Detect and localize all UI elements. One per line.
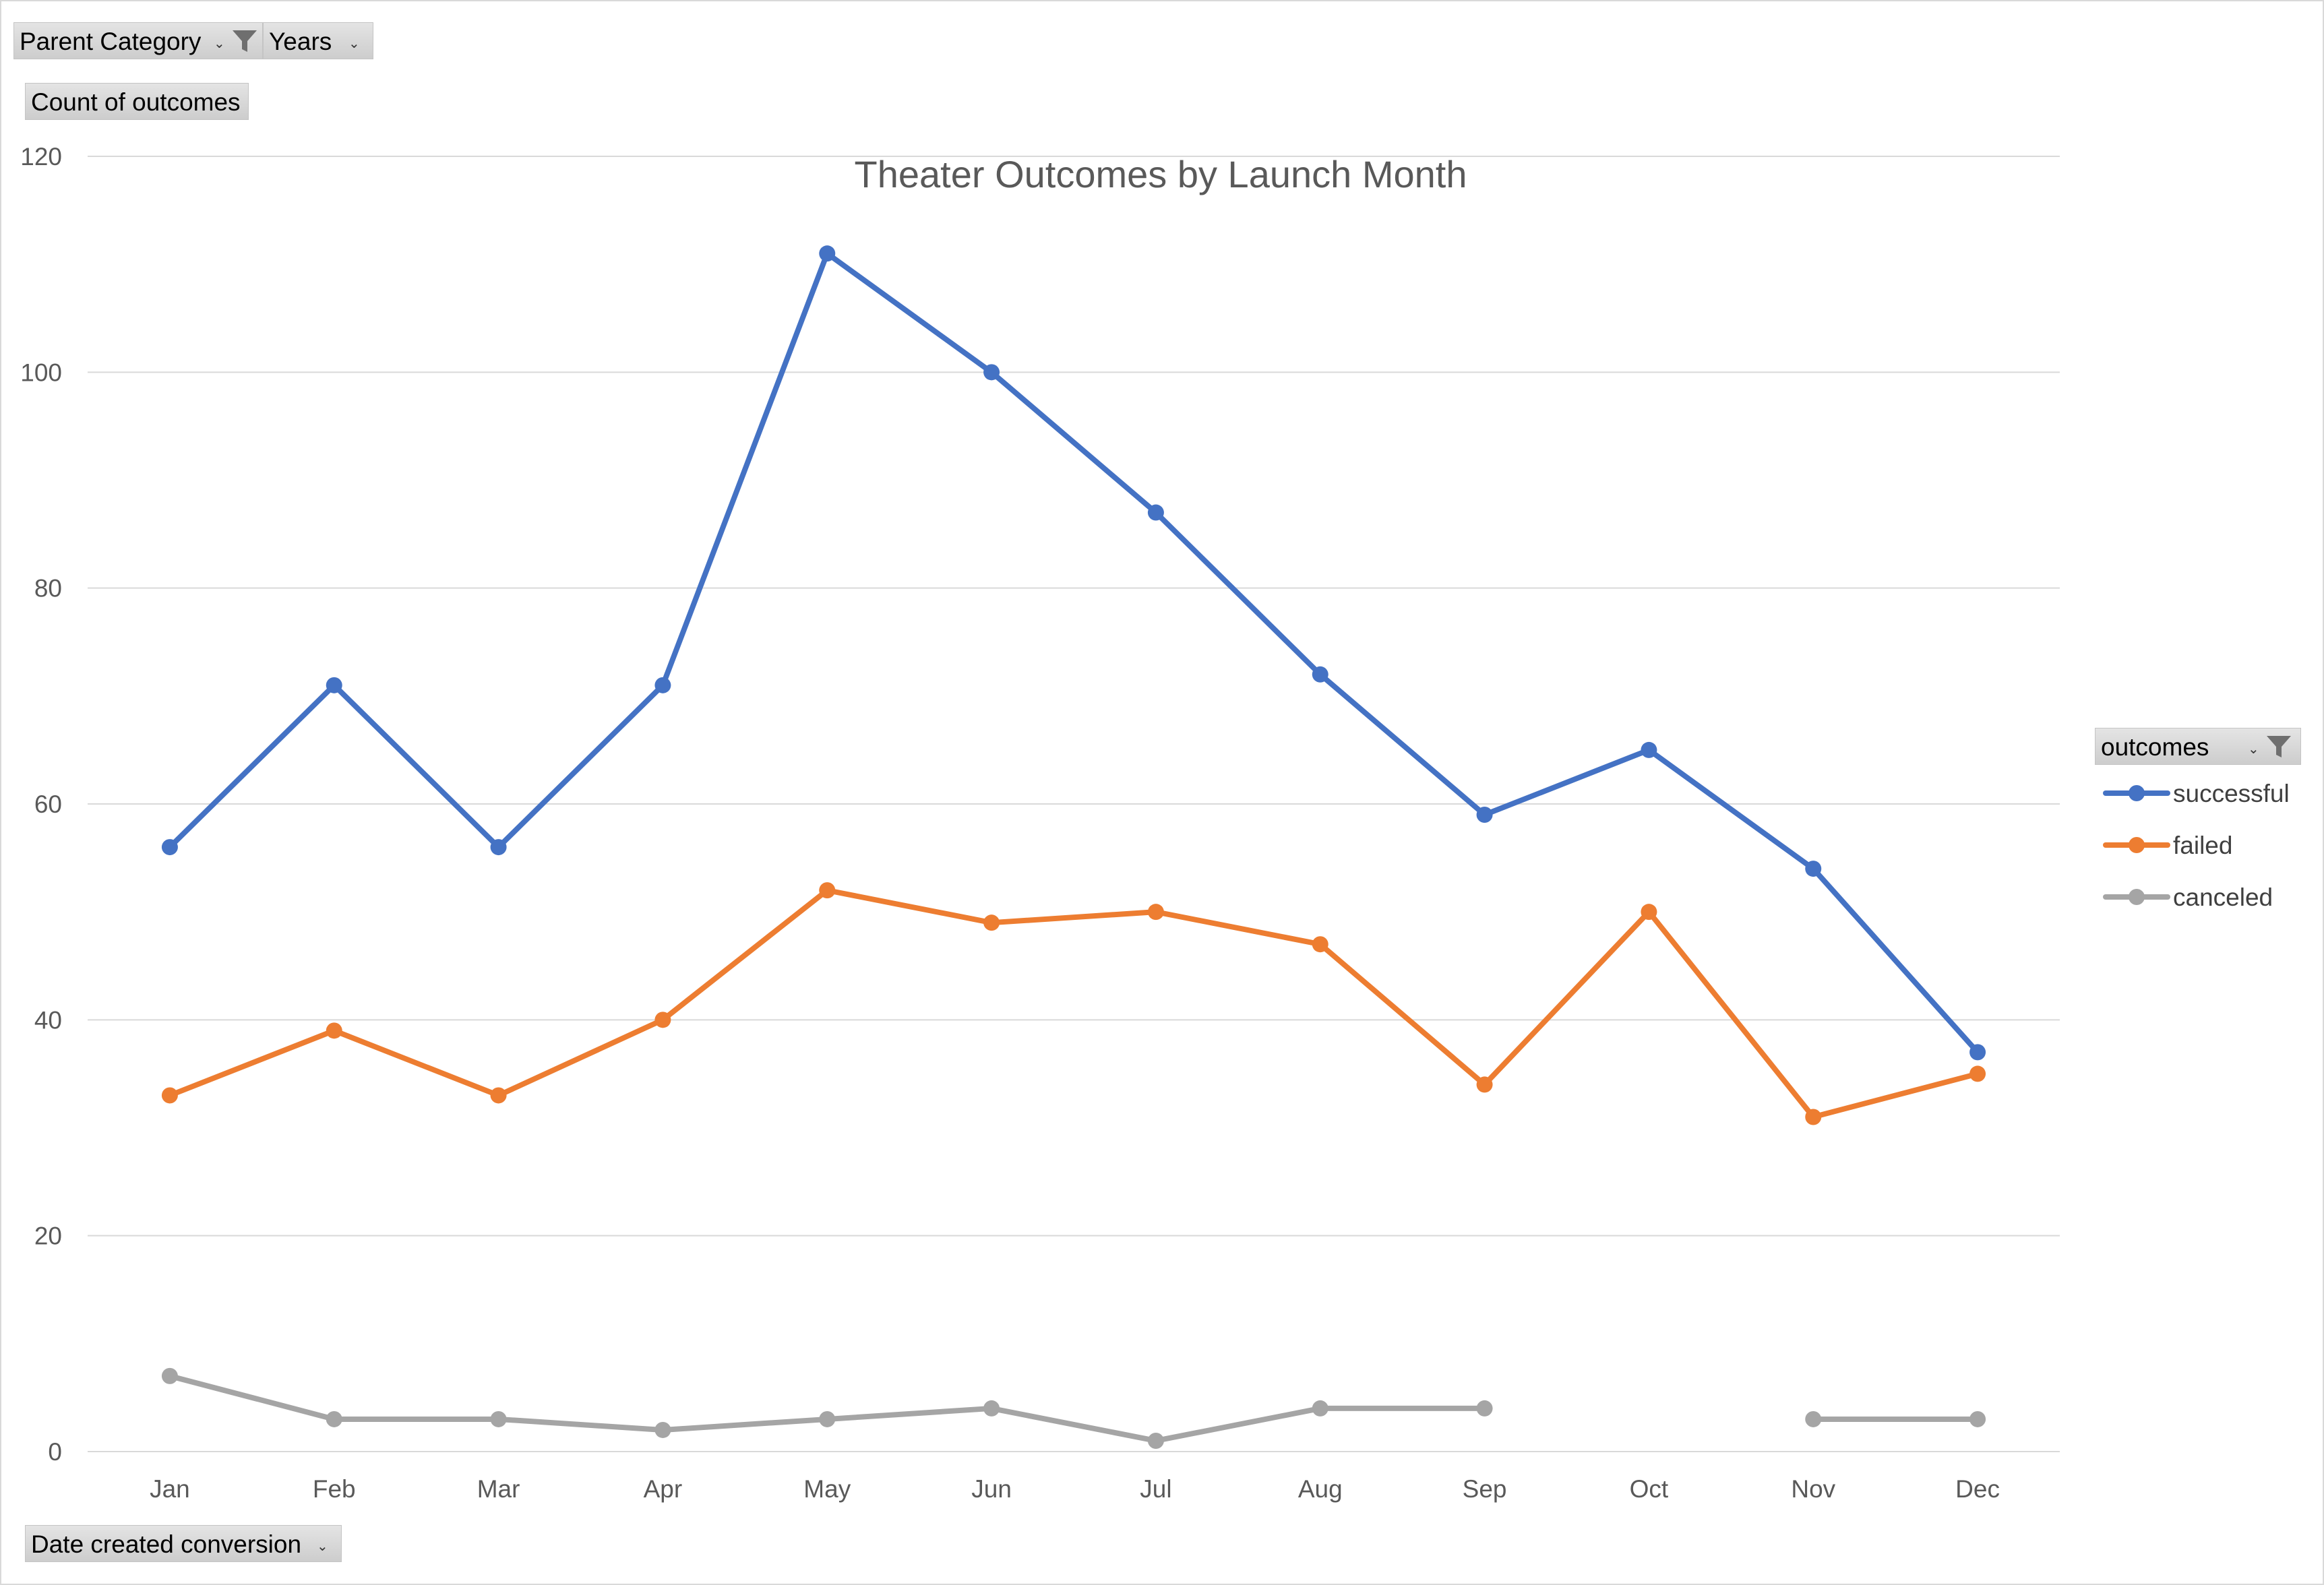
data-point-successful: [1147, 504, 1164, 521]
data-point-canceled: [490, 1410, 507, 1427]
legend-swatch-marker: [2129, 785, 2145, 801]
chart-title: Theater Outcomes by Launch Month: [855, 153, 1467, 195]
axis-field-label: Date created conversion: [31, 1530, 302, 1558]
data-point-successful: [654, 677, 671, 693]
y-tick-label: 100: [20, 359, 62, 386]
x-tick-label: Jul: [1140, 1475, 1171, 1503]
data-point-failed: [819, 882, 836, 899]
data-point-successful: [819, 245, 836, 262]
dropdown-arrow-icon: ⌄: [2248, 742, 2259, 757]
data-point-successful: [1476, 807, 1493, 823]
years-label: Years: [269, 28, 332, 55]
legend-swatch-marker: [2129, 837, 2145, 853]
data-point-canceled: [1312, 1400, 1328, 1417]
data-point-canceled: [1476, 1400, 1493, 1417]
legend-swatch-marker: [2129, 889, 2145, 905]
data-point-successful: [1805, 861, 1822, 877]
data-point-failed: [1969, 1065, 1986, 1082]
x-tick-label: Jan: [150, 1475, 190, 1503]
y-tick-label: 20: [34, 1222, 62, 1250]
data-point-canceled: [1969, 1410, 1986, 1427]
legend-label: canceled: [2173, 883, 2273, 911]
x-tick-label: Dec: [1955, 1475, 2000, 1503]
x-tick-label: Nov: [1791, 1475, 1835, 1503]
funnel-icon: [2267, 736, 2291, 757]
data-point-canceled: [1805, 1410, 1822, 1427]
data-point-canceled: [654, 1421, 671, 1438]
gridlines: [88, 156, 2060, 1452]
legend-item-canceled[interactable]: canceled: [2103, 883, 2273, 911]
x-tick-label: May: [803, 1475, 851, 1503]
x-tick-label: Oct: [1630, 1475, 1669, 1503]
y-tick-label: 80: [34, 575, 62, 602]
axis-field-button[interactable]: Date created conversion ⌄: [25, 1525, 342, 1562]
data-point-canceled: [326, 1410, 342, 1427]
data-point-failed: [490, 1087, 507, 1104]
data-point-successful: [983, 364, 1000, 381]
data-point-failed: [983, 914, 1000, 931]
data-point-canceled: [1147, 1432, 1164, 1449]
data-point-canceled: [819, 1410, 836, 1427]
data-point-failed: [1805, 1109, 1822, 1125]
value-field-label: Count of outcomes: [31, 88, 241, 116]
x-axis-tick-labels: Jan Feb Mar Apr May Jun Jul Aug Sep Oct Nov Dec: [150, 1475, 2000, 1503]
dropdown-arrow-icon: ⌄: [317, 1539, 328, 1554]
x-tick-label: Aug: [1298, 1475, 1343, 1503]
parent-category-filter-button[interactable]: Parent Category ⌄: [13, 22, 263, 59]
legend-field-button[interactable]: outcomes ⌄: [2095, 728, 2301, 765]
legend: successful failed canceled: [2103, 780, 2290, 911]
legend-field-label: outcomes: [2101, 733, 2209, 761]
legend-item-successful[interactable]: successful: [2103, 780, 2290, 807]
funnel-icon: [233, 30, 257, 52]
y-axis-tick-labels: 0 20 40 60 80 100 120: [20, 143, 62, 1466]
data-point-successful: [161, 839, 178, 856]
dropdown-arrow-icon: ⌄: [348, 36, 360, 51]
data-point-canceled: [161, 1367, 178, 1384]
y-tick-label: 60: [34, 790, 62, 818]
data-point-failed: [161, 1087, 178, 1104]
series-line-canceled: [166, 1373, 1488, 1443]
data-point-failed: [1312, 936, 1328, 953]
x-tick-label: Jun: [971, 1475, 1012, 1503]
x-tick-label: Mar: [477, 1475, 520, 1503]
legend-label: failed: [2173, 832, 2232, 859]
parent-category-label: Parent Category: [20, 28, 202, 55]
series-lines: [161, 245, 1986, 1449]
x-tick-label: Sep: [1463, 1475, 1507, 1503]
data-point-failed: [326, 1022, 342, 1039]
data-point-successful: [326, 677, 342, 693]
data-point-successful: [1641, 741, 1657, 758]
series-failed: [161, 882, 1986, 1125]
y-tick-label: 0: [48, 1438, 62, 1466]
series-line-failed: [166, 888, 1981, 1120]
data-point-successful: [1312, 666, 1328, 683]
data-point-failed: [1476, 1076, 1493, 1093]
legend-item-failed[interactable]: failed: [2103, 832, 2232, 859]
value-field-button[interactable]: Count of outcomes: [25, 83, 249, 120]
dropdown-arrow-icon: ⌄: [214, 36, 225, 51]
y-tick-label: 120: [20, 143, 62, 170]
data-point-successful: [1969, 1044, 1986, 1061]
series-successful: [161, 245, 1986, 1061]
x-tick-label: Feb: [313, 1475, 356, 1503]
data-point-canceled: [983, 1400, 1000, 1417]
data-point-failed: [1641, 904, 1657, 921]
y-tick-label: 40: [34, 1006, 62, 1034]
data-point-failed: [654, 1012, 671, 1028]
data-point-failed: [1147, 904, 1164, 921]
data-point-successful: [490, 839, 507, 856]
series-line-successful: [166, 251, 1981, 1055]
series-canceled: [161, 1367, 1986, 1449]
years-filter-button[interactable]: Years ⌄: [263, 22, 373, 59]
x-tick-label: Apr: [644, 1475, 683, 1503]
legend-label: successful: [2173, 780, 2290, 807]
